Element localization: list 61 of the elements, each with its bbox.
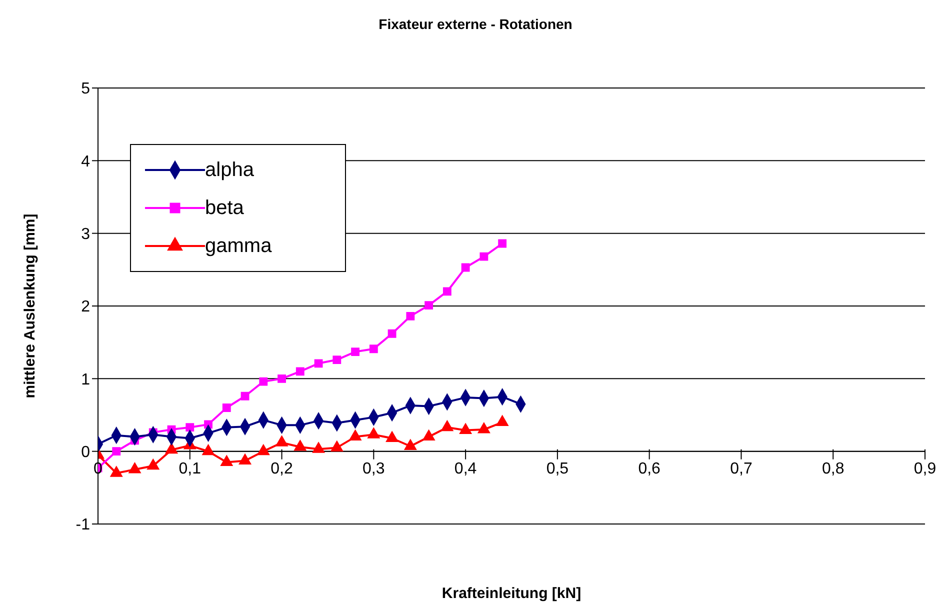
point bbox=[498, 239, 507, 248]
y-tick-label: 4 bbox=[81, 153, 90, 170]
point bbox=[240, 392, 250, 400]
y-tick-label: -1 bbox=[76, 516, 90, 534]
point bbox=[461, 263, 470, 272]
point bbox=[349, 430, 362, 441]
point bbox=[442, 287, 452, 296]
point bbox=[147, 458, 160, 470]
x-tick-label: 0,2 bbox=[270, 460, 293, 478]
y-tick-label: 0 bbox=[81, 444, 90, 462]
point bbox=[222, 404, 231, 412]
point bbox=[459, 423, 472, 434]
x-tick-label: 0,8 bbox=[822, 460, 844, 478]
x-axis-title: Krafteinleitung [kN] bbox=[440, 585, 582, 602]
point bbox=[259, 377, 268, 386]
x-tick-label: 0,7 bbox=[730, 460, 752, 478]
point bbox=[422, 430, 435, 441]
point bbox=[220, 455, 233, 466]
point bbox=[314, 359, 323, 368]
point bbox=[296, 367, 304, 376]
x-tick-label: 0,5 bbox=[546, 460, 569, 478]
point bbox=[186, 423, 194, 432]
point bbox=[128, 462, 141, 474]
point bbox=[312, 442, 325, 453]
x-tick-label: 0,1 bbox=[178, 460, 202, 478]
y-tick-label: 5 bbox=[81, 80, 90, 98]
point bbox=[386, 431, 398, 442]
x-tick-label: 0,6 bbox=[638, 460, 661, 478]
point bbox=[294, 440, 306, 451]
point bbox=[351, 348, 360, 356]
point bbox=[330, 440, 344, 452]
x-tick-label: 0,3 bbox=[362, 460, 385, 478]
legend-label: beta bbox=[205, 196, 244, 220]
point bbox=[202, 444, 214, 456]
point bbox=[404, 439, 417, 450]
legend-label: alpha bbox=[205, 158, 254, 182]
point bbox=[110, 466, 123, 477]
point bbox=[369, 344, 378, 354]
x-tick-label: 0,4 bbox=[454, 460, 477, 478]
point bbox=[424, 301, 434, 310]
point bbox=[238, 454, 252, 465]
y-tick-label: 1 bbox=[81, 371, 90, 388]
point bbox=[332, 356, 342, 364]
point bbox=[496, 415, 508, 426]
y-tick-label: 2 bbox=[81, 298, 90, 316]
point bbox=[368, 428, 380, 438]
legend-label: gamma bbox=[205, 234, 272, 258]
point bbox=[406, 312, 415, 320]
point bbox=[278, 374, 286, 383]
point bbox=[441, 420, 454, 432]
y-tick-label: 3 bbox=[81, 226, 90, 244]
point bbox=[276, 436, 288, 446]
y-axis-title: mittlere Auslenkung [mm] bbox=[22, 214, 38, 398]
point bbox=[112, 447, 121, 456]
point bbox=[478, 422, 490, 434]
point bbox=[388, 329, 396, 338]
x-tick-label: 0,9 bbox=[914, 460, 936, 478]
point bbox=[165, 442, 178, 454]
chart-title: Fixateur externe - Rotationen bbox=[378, 16, 574, 32]
point bbox=[257, 444, 270, 456]
point bbox=[480, 252, 488, 261]
